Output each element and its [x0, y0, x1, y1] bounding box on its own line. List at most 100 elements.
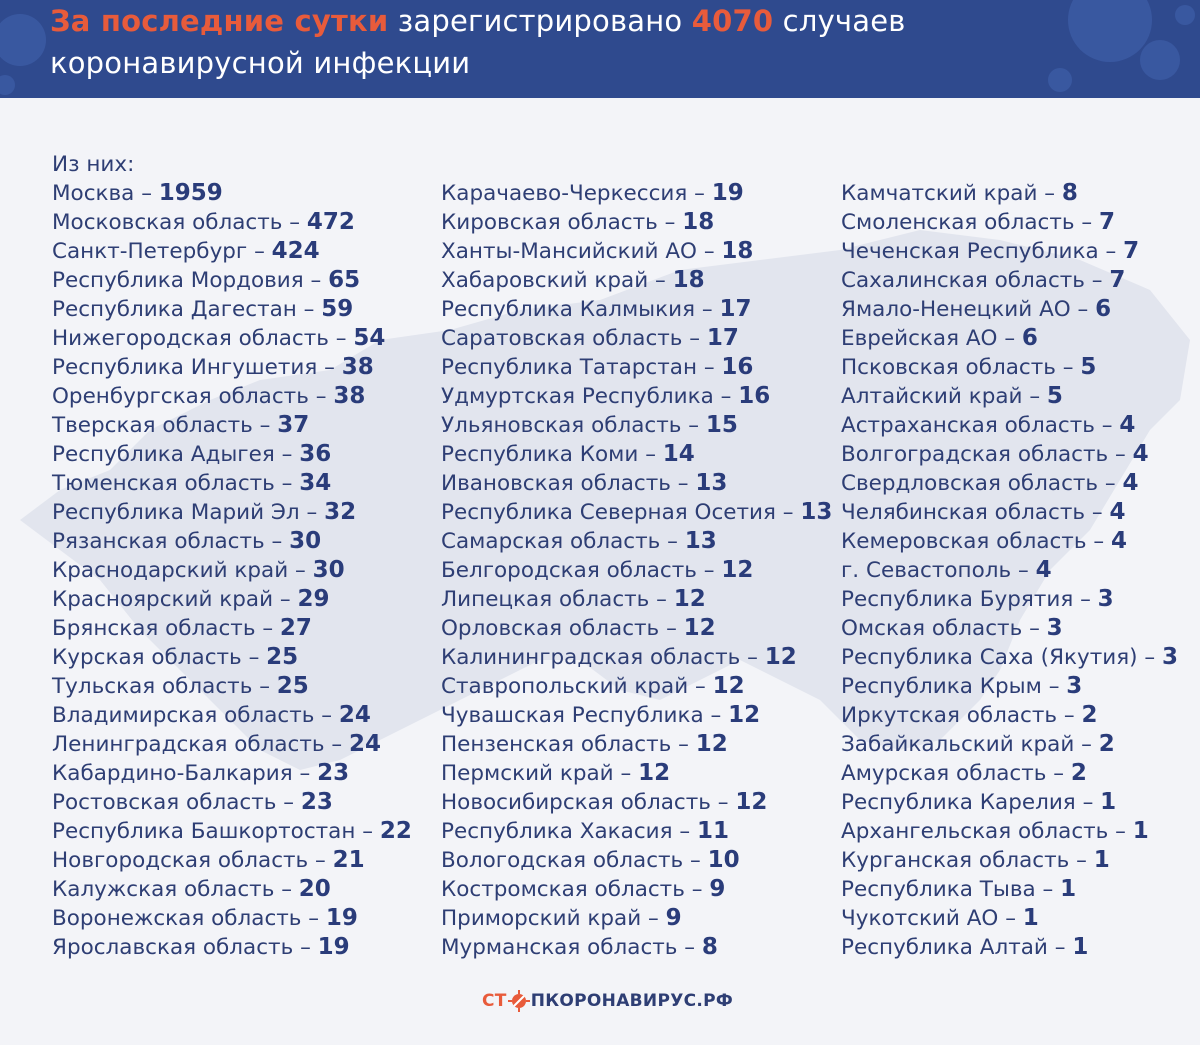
region-row: Ярославская область – 19	[52, 933, 412, 962]
region-separator: –	[1070, 297, 1096, 322]
region-row: Санкт-Петербург – 424	[52, 237, 412, 266]
region-case-count: 7	[1109, 267, 1126, 293]
region-case-count: 54	[353, 325, 386, 351]
region-case-count: 15	[705, 412, 738, 438]
region-separator: –	[683, 848, 708, 873]
region-name: Республика Ингушетия	[52, 355, 318, 380]
region-name: Хабаровский край	[441, 268, 649, 293]
region-row: Приморский край – 9	[441, 904, 832, 933]
region-name: Республика Башкортостан	[52, 819, 356, 844]
region-row: Республика Адыгея – 36	[52, 440, 412, 469]
region-separator: –	[1084, 268, 1110, 293]
region-separator: –	[697, 355, 722, 380]
region-case-count: 4	[1109, 499, 1126, 525]
region-case-count: 65	[328, 267, 361, 293]
region-separator: –	[775, 500, 801, 525]
region-row: Калининградская область – 12	[441, 643, 832, 672]
region-row: Республика Татарстан – 16	[441, 353, 832, 382]
region-case-count: 1	[1072, 934, 1089, 960]
regions-column-2: Карачаево-Черкессия – 19 Кировская област…	[441, 179, 832, 962]
region-case-count: 4	[1119, 412, 1136, 438]
region-separator: –	[670, 471, 696, 496]
region-case-count: 1959	[158, 180, 223, 206]
region-separator: –	[1074, 732, 1099, 757]
logo-text-st: СТ	[482, 991, 507, 1011]
region-separator: –	[682, 326, 707, 351]
region-name: Республика Коми	[441, 442, 639, 467]
region-row: Рязанская область – 30	[52, 527, 412, 556]
region-name: Курская область	[52, 645, 242, 670]
region-name: Калининградская область	[441, 645, 741, 670]
region-separator: –	[252, 413, 278, 438]
region-case-count: 13	[800, 499, 833, 525]
region-case-count: 5	[1046, 383, 1063, 409]
region-separator: –	[660, 529, 685, 554]
region-separator: –	[292, 761, 318, 786]
region-separator: –	[1057, 703, 1082, 728]
region-separator: –	[740, 645, 765, 670]
region-case-count: 8	[701, 934, 718, 960]
region-row: Ростовская область – 23	[52, 788, 412, 817]
region-separator: –	[1108, 819, 1133, 844]
region-case-count: 11	[696, 818, 729, 844]
region-case-count: 12	[673, 586, 706, 612]
region-case-count: 59	[321, 296, 354, 322]
region-separator: –	[1035, 877, 1061, 902]
region-name: Карачаево-Черкессия	[441, 181, 688, 206]
region-case-count: 4	[1132, 441, 1149, 467]
region-name: Курганская область	[841, 848, 1070, 873]
region-name: Оренбургская область	[52, 384, 309, 409]
region-case-count: 29	[297, 586, 330, 612]
region-row: Архангельская область – 1	[841, 817, 1178, 846]
region-row: Тюменская область – 34	[52, 469, 412, 498]
region-case-count: 10	[707, 847, 740, 873]
header-banner: За последние сутки зарегистрировано 4070…	[0, 0, 1200, 98]
region-name: Ульяновская область	[441, 413, 682, 438]
region-row: Нижегородская область – 54	[52, 324, 412, 353]
region-case-count: 37	[277, 412, 310, 438]
region-name: Волгоградская область	[841, 442, 1109, 467]
region-separator: –	[255, 616, 280, 641]
region-separator: –	[703, 703, 729, 728]
region-case-count: 2	[1081, 702, 1098, 728]
region-row: Чукотский АО – 1	[841, 904, 1178, 933]
region-case-count: 1	[1060, 876, 1077, 902]
region-separator: –	[710, 790, 736, 815]
region-case-count: 6	[1095, 296, 1112, 322]
region-row: Республика Дагестан – 59	[52, 295, 412, 324]
region-name: Приморский край	[441, 906, 642, 931]
region-row: Кабардино-Балкария – 23	[52, 759, 412, 788]
region-case-count: 38	[341, 354, 374, 380]
region-separator: –	[1094, 413, 1120, 438]
region-row: Ивановская область – 13	[441, 469, 832, 498]
stopcoronavirus-logo: СТ ПКОРОНАВИРУС.РФ	[482, 990, 733, 1012]
region-case-count: 20	[298, 876, 331, 902]
region-separator: –	[1073, 587, 1098, 612]
region-case-count: 38	[333, 383, 366, 409]
region-name: Московская область	[52, 210, 283, 235]
region-separator: –	[659, 616, 684, 641]
region-separator: –	[1011, 558, 1036, 583]
russia-map-background	[20, 230, 1190, 770]
region-name: Ямало-Ненецкий АО	[841, 297, 1071, 322]
region-case-count: 12	[695, 731, 728, 757]
region-separator: –	[282, 210, 307, 235]
region-name: Республика Калмыкия	[441, 297, 696, 322]
region-case-count: 7	[1123, 238, 1140, 264]
region-separator: –	[997, 326, 1022, 351]
region-case-count: 12	[721, 557, 754, 583]
region-row: Костромская область – 9	[441, 875, 832, 904]
region-name: Республика Бурятия	[841, 587, 1074, 612]
region-case-count: 19	[711, 180, 744, 206]
region-row: Ставропольский край – 12	[441, 672, 832, 701]
region-case-count: 18	[682, 209, 715, 235]
region-name: Республика Марий Эл	[52, 500, 300, 525]
region-row: Сахалинская область – 7	[841, 266, 1178, 295]
region-separator: –	[1022, 384, 1047, 409]
region-separator: –	[252, 674, 277, 699]
region-case-count: 472	[306, 209, 355, 235]
region-case-count: 2	[1070, 760, 1087, 786]
region-name: Костромская область	[441, 877, 685, 902]
region-separator: –	[274, 442, 300, 467]
region-case-count: 36	[299, 441, 332, 467]
